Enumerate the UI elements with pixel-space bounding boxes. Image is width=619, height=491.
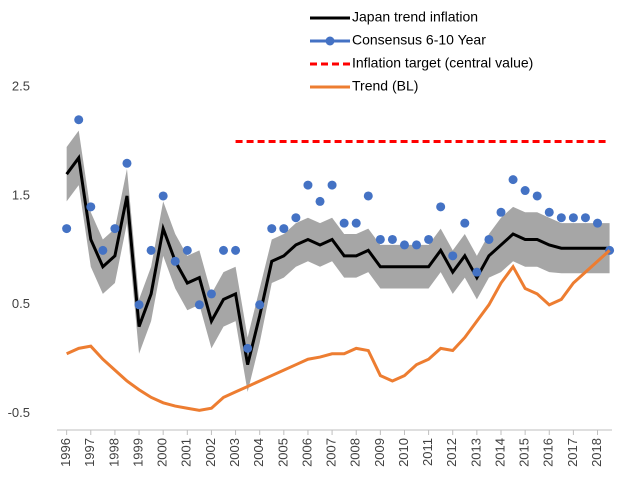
- consensus-point: [363, 191, 373, 201]
- x-tick-label: 2015: [517, 438, 532, 467]
- consensus-point: [544, 207, 554, 217]
- y-tick-label: 0.5: [12, 296, 30, 311]
- consensus-point: [182, 245, 192, 255]
- consensus-point: [315, 196, 325, 206]
- consensus-point: [472, 267, 482, 277]
- series-line: [66, 249, 611, 412]
- consensus-point: [339, 218, 349, 228]
- consensus-point: [206, 289, 216, 299]
- consensus-point: [122, 158, 132, 168]
- consensus-point: [387, 234, 397, 244]
- x-tick-label: 2018: [589, 438, 604, 467]
- x-tick-label: 2002: [203, 438, 218, 467]
- consensus-point: [496, 207, 506, 217]
- consensus-point: [255, 300, 265, 310]
- x-tick-label: 1996: [58, 438, 73, 467]
- consensus-point: [460, 218, 470, 228]
- consensus-point: [568, 213, 578, 223]
- consensus-point: [194, 300, 204, 310]
- consensus-point: [303, 180, 313, 190]
- x-tick-label: 1997: [82, 438, 97, 467]
- consensus-point: [436, 202, 446, 212]
- legend-label: Inflation target (central value): [352, 55, 533, 71]
- x-tick-label: 1998: [106, 438, 121, 467]
- series-line: [65, 154, 610, 366]
- consensus-point: [219, 245, 228, 255]
- consensus-point: [146, 245, 156, 255]
- consensus-point: [532, 191, 542, 201]
- consensus-point: [399, 240, 409, 250]
- consensus-point: [580, 213, 590, 223]
- x-tick-label: 2012: [444, 438, 459, 467]
- legend-label: Trend (BL): [352, 78, 418, 94]
- consensus-point: [593, 218, 603, 228]
- x-tick-label: 2014: [492, 438, 507, 467]
- y-tick-label: -0.5: [8, 405, 30, 420]
- consensus-point: [170, 256, 180, 266]
- x-tick-label: 2011: [420, 438, 435, 466]
- x-tick-label: 2016: [541, 438, 556, 467]
- consensus-point: [134, 300, 144, 310]
- consensus-point: [231, 245, 241, 255]
- consensus-point: [556, 213, 566, 223]
- consensus-point: [448, 251, 458, 261]
- consensus-point: [110, 224, 120, 234]
- x-tick-label: 2013: [468, 438, 483, 467]
- x-tick-label: 2017: [565, 438, 580, 467]
- y-tick-label: 2.5: [12, 79, 30, 94]
- consensus-point: [327, 180, 337, 190]
- confidence-band: [66, 130, 610, 392]
- consensus-point: [74, 115, 84, 125]
- consensus-point: [62, 224, 72, 234]
- consensus-point: [484, 234, 494, 244]
- consensus-point: [279, 224, 289, 234]
- consensus-point: [375, 234, 385, 244]
- x-tick-label: 2001: [179, 438, 194, 467]
- x-tick-label: 2005: [275, 438, 290, 467]
- legend-marker: [325, 36, 335, 46]
- y-tick-label: 1.5: [12, 187, 30, 202]
- consensus-point: [291, 213, 301, 223]
- consensus-point: [243, 343, 253, 353]
- consensus-point: [412, 240, 422, 250]
- x-tick-label: 2007: [324, 438, 339, 467]
- x-tick-label: 2008: [348, 438, 363, 467]
- x-tick-label: 2004: [251, 438, 266, 467]
- consensus-point: [86, 202, 96, 212]
- consensus-point: [508, 175, 518, 185]
- consensus-point: [520, 186, 530, 196]
- legend-label: Consensus 6-10 Year: [352, 32, 486, 48]
- x-tick-label: 2009: [372, 438, 387, 467]
- consensus-point: [98, 245, 108, 255]
- consensus-point: [267, 224, 277, 234]
- legend-label: Japan trend inflation: [352, 9, 478, 25]
- x-tick-label: 2010: [396, 438, 411, 467]
- consensus-point: [158, 191, 168, 201]
- consensus-point: [351, 218, 361, 228]
- consensus-point: [424, 234, 434, 244]
- x-tick-label: 2003: [227, 438, 242, 467]
- x-tick-label: 1999: [130, 438, 145, 467]
- x-tick-label: 2000: [155, 438, 170, 467]
- x-tick-label: 2006: [299, 438, 314, 467]
